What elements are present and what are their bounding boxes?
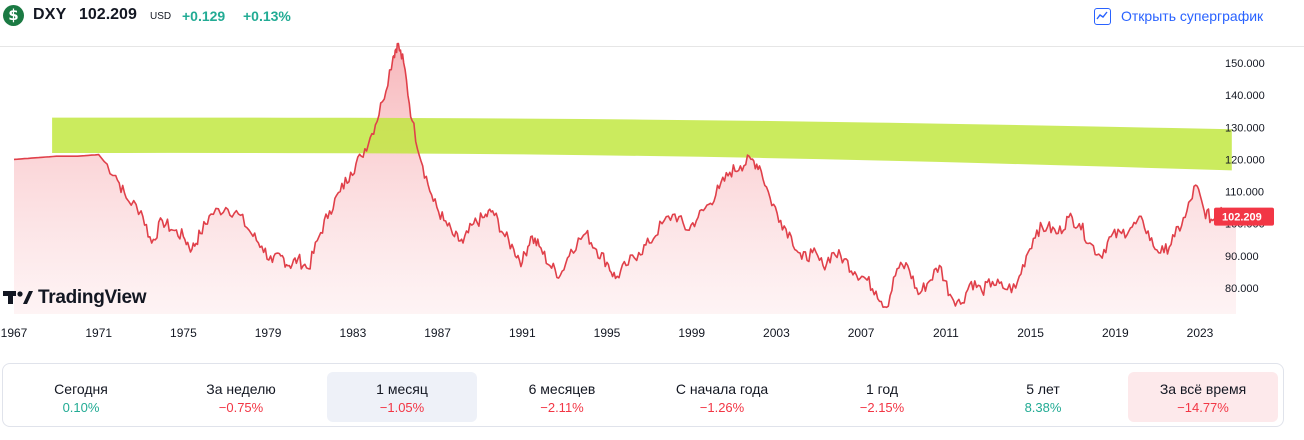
x-tick-label: 1995: [594, 326, 621, 340]
period-label: 1 год: [865, 381, 899, 397]
period-change-value: −14.77%: [1177, 400, 1229, 415]
x-tick-label: 1975: [170, 326, 197, 340]
last-price-badge-label: 102.209: [1222, 212, 1262, 224]
y-tick-label: 140.000: [1225, 90, 1265, 102]
x-tick-label: 2007: [848, 326, 875, 340]
x-tick-label: 2015: [1017, 326, 1044, 340]
y-tick-label: 150.000: [1225, 58, 1265, 70]
price-chart[interactable]: 80.00090.000100.000110.000120.000130.000…: [0, 0, 1304, 360]
x-tick-label: 1971: [85, 326, 112, 340]
period-label: За всё время: [1159, 381, 1247, 397]
x-tick-label: 2019: [1102, 326, 1129, 340]
x-tick-label: 2011: [933, 326, 959, 340]
chart-line-icon: [1094, 7, 1111, 25]
y-tick-label: 110.000: [1225, 187, 1264, 199]
period-performance-panel: Сегодня 0.10% За неделю −0.75% 1 месяц −1.05%…: [2, 363, 1284, 427]
x-tick-label: 1983: [340, 326, 367, 340]
tradingview-mark-icon: [2, 287, 34, 309]
period-tab[interactable]: 1 год −2.15%: [807, 372, 957, 422]
dollar-logo-icon: $: [3, 5, 24, 26]
period-change-value: 0.10%: [62, 400, 100, 415]
open-supergraph-button[interactable]: Открыть суперграфик: [1094, 4, 1263, 28]
period-tab[interactable]: 1 месяц −1.05%: [327, 372, 477, 422]
period-tab[interactable]: Сегодня 0.10%: [6, 372, 156, 422]
period-label: 6 месяцев: [528, 381, 596, 397]
header-divider: [0, 46, 1304, 47]
x-tick-label: 1979: [255, 326, 282, 340]
last-price: 102.209: [79, 6, 137, 23]
price-change: +0.129: [182, 8, 226, 24]
period-label: 1 месяц: [376, 381, 428, 397]
price-line: [13, 42, 1237, 309]
y-tick-label: 120.000: [1225, 154, 1265, 166]
period-tab[interactable]: За всё время −14.77%: [1128, 372, 1278, 422]
x-tick-label: 1999: [678, 326, 705, 340]
x-tick-label: 2023: [1187, 326, 1214, 340]
price-change-percent: +0.13%: [243, 8, 291, 24]
price-area-fill: [14, 43, 1236, 314]
period-change-value: −1.05%: [379, 400, 425, 415]
period-tab[interactable]: С начала года −1.26%: [647, 372, 797, 422]
symbol-name: DXY: [33, 6, 67, 23]
x-tick-label: 2003: [763, 326, 790, 340]
period-tab[interactable]: 5 лет 8.38%: [968, 372, 1118, 422]
tradingview-logo[interactable]: TradingView: [2, 287, 147, 309]
x-tick-label: 1991: [509, 326, 536, 340]
period-change-value: 8.38%: [1024, 400, 1062, 415]
last-price-badge: [1214, 207, 1274, 226]
x-tick-label: 1987: [424, 326, 451, 340]
y-tick-label: 130.000: [1225, 122, 1265, 134]
x-tick-label: 1967: [1, 326, 28, 340]
period-change-value: −0.75%: [218, 400, 264, 415]
period-label: Сегодня: [54, 381, 108, 397]
period-change-value: −2.15%: [859, 400, 905, 415]
symbol-header: $ DXY 102.209 USD +0.129 +0.13% Открыть …: [0, 0, 1304, 34]
period-change-value: −2.11%: [540, 400, 584, 415]
y-tick-label: 90.000: [1225, 251, 1259, 263]
period-tab[interactable]: 6 месяцев −2.11%: [487, 372, 637, 422]
period-tab[interactable]: За неделю −0.75%: [166, 372, 316, 422]
y-tick-label: 80.000: [1225, 283, 1259, 295]
period-label: 5 лет: [1026, 381, 1060, 397]
tradingview-wordmark: TradingView: [38, 287, 147, 308]
period-label: За неделю: [206, 381, 276, 397]
period-label: С начала года: [675, 381, 769, 397]
currency-label: USD: [150, 11, 172, 22]
period-change-value: −1.26%: [699, 400, 745, 415]
open-supergraph-label: Открыть суперграфик: [1121, 8, 1264, 24]
highlight-band: [52, 117, 1232, 171]
